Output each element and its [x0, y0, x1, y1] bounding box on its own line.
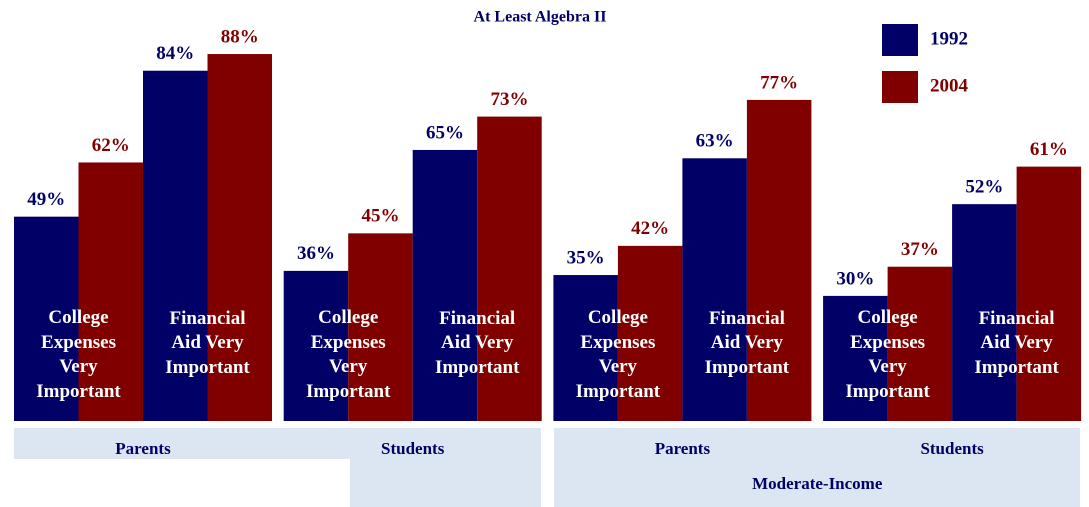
legend-label: 2004 — [930, 75, 969, 96]
value-label: 37% — [901, 239, 939, 260]
value-label: 45% — [361, 206, 399, 227]
value-label: 65% — [426, 122, 464, 143]
group-label: Parents — [115, 439, 171, 458]
bar — [477, 116, 542, 421]
category-label: Financial Aid Very Important — [165, 307, 250, 378]
category-label: Financial Aid Very Important — [434, 307, 520, 378]
value-label: 36% — [297, 243, 335, 264]
bar — [1016, 166, 1082, 421]
bar — [887, 266, 953, 421]
bar — [553, 275, 618, 421]
bar — [617, 245, 683, 421]
group-label: Students — [381, 439, 445, 458]
value-label: 49% — [27, 189, 65, 210]
value-label: 88% — [221, 26, 259, 47]
legend-swatch — [882, 24, 918, 56]
value-label: 77% — [760, 72, 798, 93]
value-label: 30% — [836, 268, 874, 289]
value-label: 52% — [965, 177, 1003, 198]
group-box — [350, 459, 541, 507]
category-label: College Expenses Very Important — [845, 307, 930, 402]
bar — [207, 54, 272, 421]
bar — [682, 158, 747, 422]
category-label: College Expenses Very Important — [36, 307, 121, 402]
bar — [746, 99, 812, 421]
bar — [348, 233, 413, 421]
bar — [952, 204, 1017, 421]
supergroup-label: Moderate-Income — [752, 474, 883, 493]
group-label: Students — [920, 439, 984, 458]
bar — [412, 149, 478, 421]
value-label: 62% — [92, 135, 130, 156]
value-label: 84% — [156, 43, 194, 64]
bar — [283, 270, 349, 421]
value-label: 42% — [631, 218, 669, 239]
value-label: 35% — [567, 247, 605, 268]
group-box — [14, 428, 541, 459]
value-label: 63% — [696, 131, 734, 152]
bar — [14, 216, 79, 421]
bar — [78, 162, 143, 421]
group-label: Parents — [655, 439, 711, 458]
category-label: Financial Aid Very Important — [974, 307, 1059, 378]
group-box — [554, 428, 1080, 507]
chart-title: At Least Algebra II — [474, 9, 607, 26]
legend-label: 1992 — [930, 28, 968, 49]
category-label: College Expenses Very Important — [575, 307, 661, 402]
bar — [823, 295, 888, 421]
category-label: Financial Aid Very Important — [704, 307, 790, 378]
value-label: 73% — [490, 89, 528, 110]
category-label: College Expenses Very Important — [305, 307, 391, 402]
legend-swatch — [882, 71, 918, 103]
bar — [143, 70, 208, 421]
value-label: 61% — [1030, 139, 1068, 160]
